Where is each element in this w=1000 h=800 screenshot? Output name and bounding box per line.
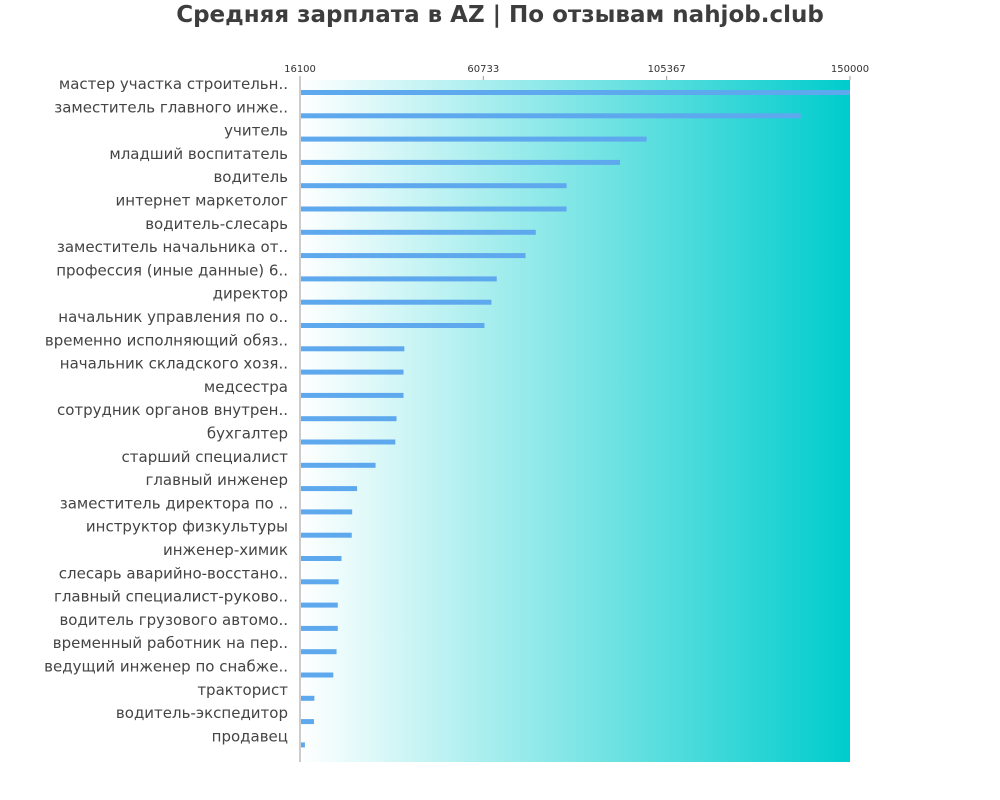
bar [301,159,620,165]
category-label: старший специалист [122,448,289,466]
category-label: заместитель директора по .. [60,494,288,512]
bar [301,113,801,119]
category-label: бухгалтер [207,425,288,443]
bar [301,183,567,189]
bar [301,579,339,585]
bar [301,719,314,725]
bar [301,276,497,282]
category-label: директор [213,285,288,303]
category-label: водитель [213,168,288,186]
category-label: заместитель начальника от.. [57,238,288,256]
bar [301,695,315,701]
category-label: инженер-химик [163,541,288,559]
category-label: продавец [212,727,288,745]
bar [301,323,485,328]
bar [301,742,305,748]
bar [301,392,404,398]
category-label: временный работник на пер.. [53,634,288,652]
bar [301,346,405,352]
bar [301,299,492,305]
bar [301,625,338,631]
bar [301,136,647,142]
category-label: учитель [224,122,288,140]
x-tick-label: 105367 [648,64,686,75]
category-label: начальник складского хозя.. [60,355,288,373]
category-label: младший воспитатель [109,145,288,163]
category-label: мастер участка строительн.. [59,75,288,93]
bar [301,649,337,655]
category-label: слесарь аварийно-восстано.. [59,564,288,582]
bar [301,672,334,678]
bar [301,509,353,515]
bar [301,369,404,375]
category-label: заместитель главного инже.. [54,98,288,116]
category-label: главный специалист-руково.. [54,588,288,606]
category-label: сотрудник органов внутрен.. [57,401,288,419]
bar [301,439,396,445]
bar [301,556,342,561]
category-label: начальник управления по о.. [58,308,288,326]
bar [301,206,567,212]
x-tick-label: 150000 [831,64,869,75]
category-label: водитель-слесарь [145,215,288,233]
category-label: тракторист [197,681,288,699]
bar [301,90,850,95]
x-tick-label: 16100 [284,64,316,75]
bar [301,486,358,492]
bar [301,532,352,538]
category-label: инструктор физкультуры [86,518,288,536]
chart-title: Средняя зарплата в AZ | По отзывам nahjo… [176,2,824,28]
category-label: водитель грузового автомо.. [59,611,288,629]
category-label: интернет маркетолог [116,192,289,210]
bar [301,229,536,235]
bar [301,253,526,259]
bar [301,416,397,422]
category-label: водитель-экспедитор [116,704,288,722]
category-label: ведущий инженер по снабже.. [44,658,288,676]
category-label: медсестра [204,378,288,396]
category-label: главный инженер [145,471,288,489]
bar [301,462,376,468]
bar [301,602,338,608]
x-tick-label: 60733 [467,64,499,75]
category-label: временно исполняющий обяз.. [45,331,288,349]
category-label: профессия (иные данные) 6.. [56,261,288,279]
